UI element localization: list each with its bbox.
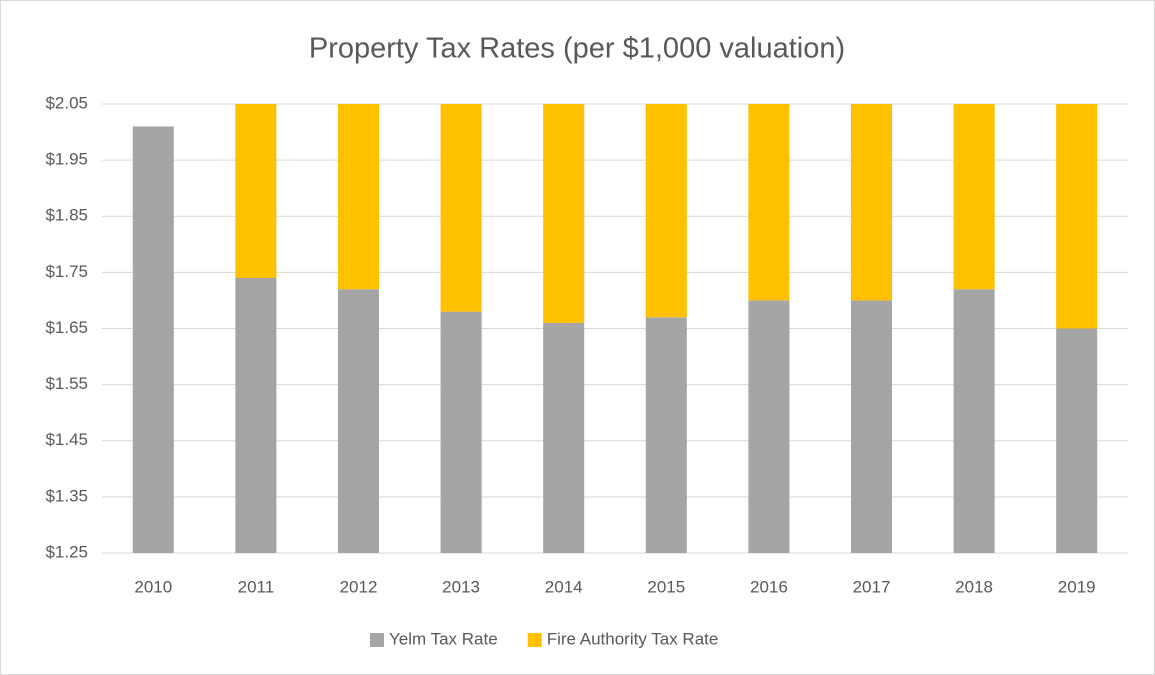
y-tick-label: $1.95	[45, 150, 88, 169]
labels: $1.25 $1.35 $1.45 $1.55 $1.65 $1.75 $1.85 $1.95…	[45, 93, 1095, 648]
bar-segment	[235, 277, 277, 553]
bar-segment	[1056, 328, 1098, 553]
bar-segment	[645, 317, 687, 553]
legend-swatch	[370, 633, 384, 647]
legend-label: Fire Authority Tax Rate	[547, 629, 719, 648]
legend-label: Yelm Tax Rate	[389, 629, 498, 648]
y-tick-label: $1.35	[45, 486, 88, 505]
x-tick-label: 2014	[545, 577, 583, 596]
bar-segment	[337, 289, 380, 553]
y-tick-label: $1.85	[45, 206, 88, 225]
chart-title: Property Tax Rates (per $1,000 valuation…	[309, 33, 845, 65]
bar-segment	[953, 104, 995, 290]
bar-segment	[235, 104, 277, 278]
y-tick-label: $1.45	[45, 430, 88, 449]
x-tick-label: 2013	[442, 577, 480, 596]
bar-segment	[337, 104, 380, 290]
legend-swatch	[527, 633, 542, 647]
bars	[132, 104, 1098, 553]
bar-segment	[953, 289, 995, 553]
bar-segment	[850, 104, 893, 301]
y-tick-label: $1.65	[45, 318, 88, 337]
x-tick-label: 2016	[750, 577, 788, 596]
x-tick-label: 2015	[647, 577, 685, 596]
bar-segment	[543, 322, 585, 553]
x-tick-label: 2012	[340, 577, 378, 596]
y-tick-label: $1.25	[45, 542, 88, 561]
x-tick-label: 2019	[1058, 577, 1096, 596]
x-tick-label: 2010	[134, 577, 172, 596]
bar-segment	[1056, 104, 1098, 329]
y-tick-label: $2.05	[45, 93, 88, 112]
bar-segment	[132, 126, 174, 553]
bar-segment	[645, 104, 687, 318]
bar-segment	[440, 104, 482, 312]
x-tick-label: 2011	[238, 577, 275, 596]
bar-segment	[748, 300, 790, 553]
y-tick-label: $1.75	[45, 262, 88, 281]
bar-segment	[440, 311, 482, 553]
x-tick-label: 2017	[853, 577, 891, 596]
bar-segment	[850, 300, 893, 553]
bar-segment	[748, 104, 790, 301]
bar-segment	[543, 104, 585, 323]
y-tick-label: $1.55	[45, 374, 88, 393]
x-tick-label: 2018	[955, 577, 993, 596]
